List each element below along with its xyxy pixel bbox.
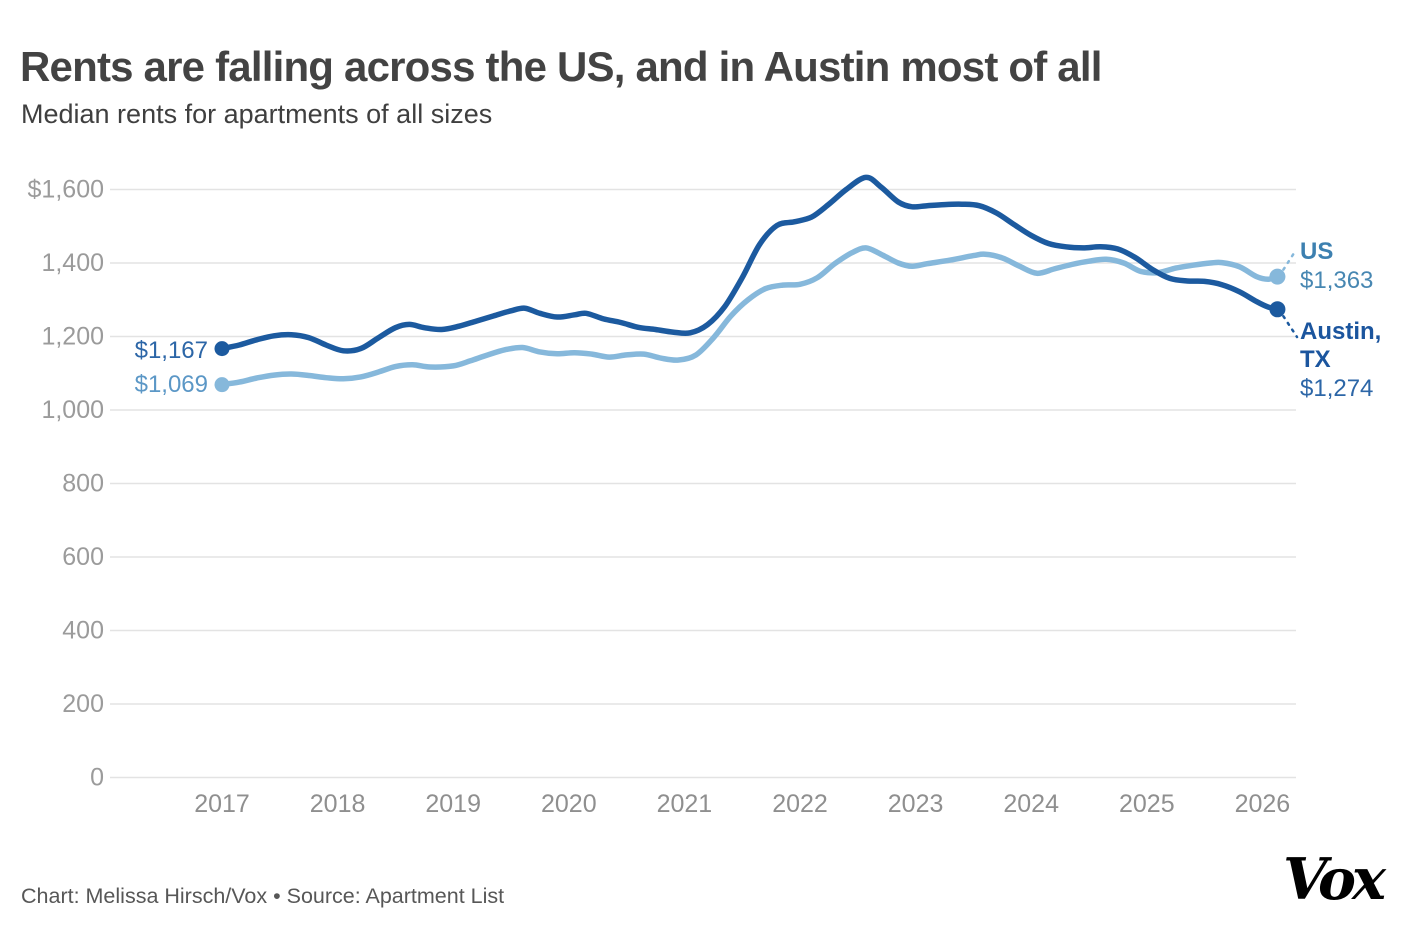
x-tick-label-2024: 2024 — [1003, 790, 1059, 818]
us-label-connector — [1282, 248, 1298, 271]
y-tick-label-200: 200 — [62, 690, 104, 718]
x-tick-label-2023: 2023 — [888, 790, 944, 818]
y-tick-label-1400: 1,400 — [41, 249, 104, 277]
y-tick-label-0: 0 — [90, 764, 104, 792]
x-tick-label-2017: 2017 — [194, 790, 250, 818]
austin-label-connector — [1282, 315, 1299, 339]
austin-tx-line — [219, 174, 1281, 354]
y-tick-label-1600: $1,600 — [28, 176, 104, 204]
us-end-value: $1,363 — [1300, 267, 1374, 294]
x-tick-label-2022: 2022 — [772, 790, 828, 818]
austin-start-value-label: $1,167 — [134, 337, 208, 364]
credit-line: Chart: Melissa Hirsch/Vox • Source: Apar… — [21, 884, 505, 908]
y-tick-label-1000: 1,000 — [41, 396, 104, 424]
austin-end-label: Austin, TX $1,274 — [1300, 318, 1381, 403]
vox-logo: Vox — [1283, 846, 1386, 913]
us-line — [219, 245, 1281, 388]
x-tick-label-2021: 2021 — [657, 790, 713, 818]
chart-title: Rents are falling across the US, and in … — [20, 43, 1102, 91]
austin-series-name-line2: TX — [1300, 346, 1331, 373]
us-end-dot — [1269, 268, 1286, 285]
austin-series-name-line1: Austin, — [1300, 318, 1382, 345]
austin-end-value: $1,274 — [1300, 375, 1374, 402]
x-tick-label-2025: 2025 — [1119, 790, 1175, 818]
x-tick-label-2020: 2020 — [541, 790, 597, 818]
us-start-dot — [214, 377, 230, 393]
x-tick-label-2019: 2019 — [425, 790, 481, 818]
austin-tx-start-dot — [214, 341, 230, 357]
us-series-name: US — [1300, 238, 1334, 265]
x-tick-label-2018: 2018 — [310, 790, 366, 818]
x-tick-label-2026: 2026 — [1235, 790, 1291, 818]
austin-tx-end-dot — [1269, 301, 1286, 318]
us-start-value-label: $1,069 — [134, 371, 208, 398]
y-tick-label-400: 400 — [62, 617, 104, 645]
y-tick-label-800: 800 — [62, 470, 104, 498]
chart-subtitle: Median rents for apartments of all sizes — [21, 99, 493, 129]
y-tick-label-600: 600 — [62, 543, 104, 571]
y-tick-label-1200: 1,200 — [41, 323, 104, 351]
us-end-label: US $1,363 — [1300, 238, 1373, 295]
